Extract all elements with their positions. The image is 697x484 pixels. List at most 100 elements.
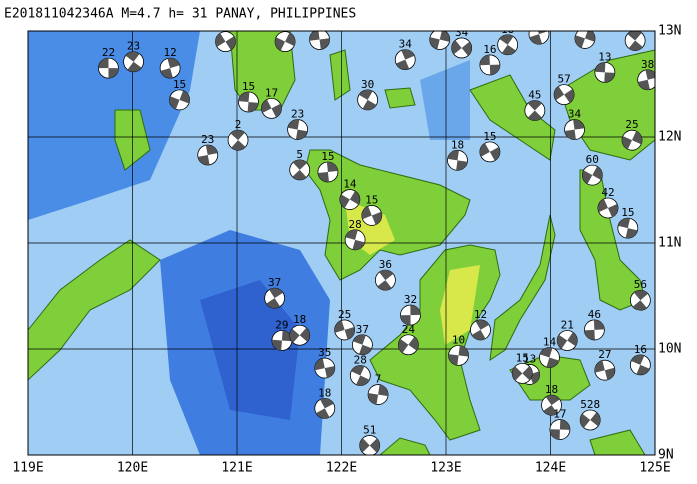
depth-label: 7 [375, 373, 382, 386]
beachball [197, 144, 219, 166]
beachball [349, 365, 371, 386]
compression-quadrant [197, 145, 218, 165]
beachball [594, 359, 616, 381]
lon-tick-label: 122E [326, 461, 357, 476]
depth-label: 46 [588, 308, 601, 321]
compression-quadrant [479, 54, 500, 75]
beachball [400, 304, 421, 326]
compression-quadrant [594, 360, 615, 380]
compression-quadrant [266, 288, 283, 309]
beachball [597, 197, 619, 219]
depth-label: 15 [242, 80, 255, 93]
compression-quadrant [429, 31, 450, 50]
depth-label: 15 [365, 193, 378, 206]
beachball [574, 31, 596, 49]
lon-tick-label: 119E [12, 461, 43, 476]
beachball [169, 89, 190, 111]
depth-label: 268 [625, 19, 645, 32]
depth-label: 13 [523, 352, 536, 365]
depth-label: 56 [634, 278, 647, 291]
lon-tick-label: 124E [535, 461, 566, 476]
beachball [479, 141, 501, 163]
depth-label: 72 [219, 20, 232, 33]
deep-sea [28, 31, 200, 220]
depth-label: 38 [641, 58, 654, 71]
beachball [397, 334, 419, 356]
depth-label: 60 [586, 153, 599, 166]
depth-label: 112 [575, 16, 595, 29]
lat-tick-label: 9N [658, 448, 674, 463]
beachball [511, 362, 533, 384]
depth-label: 2 [235, 118, 242, 131]
depth-label: 12 [163, 46, 176, 59]
beachball [451, 37, 473, 59]
beachball [528, 31, 550, 45]
beachball [539, 347, 560, 368]
compression-quadrant [637, 69, 655, 90]
compression-quadrant [400, 305, 421, 326]
compression-quadrant [451, 40, 472, 56]
depth-label: 25 [625, 118, 638, 131]
beachball [159, 57, 181, 79]
beachball [359, 435, 381, 455]
depth-label: 19 [433, 17, 446, 30]
beachball [553, 84, 575, 105]
compression-quadrant [238, 92, 259, 113]
title: E201811042346A M=4.7 h= 31 PANAY, PHILIP… [4, 7, 356, 22]
beachball [629, 289, 651, 311]
beachball [357, 89, 379, 111]
compression-quadrant [471, 319, 490, 340]
beachball [621, 129, 643, 151]
beachball [215, 31, 236, 52]
beachball [429, 31, 451, 50]
depth-label: 17 [265, 86, 278, 99]
depth-label: 15 [321, 150, 334, 163]
beachball [309, 31, 330, 50]
beachball [617, 217, 639, 239]
beachball [314, 397, 336, 419]
depth-label: 15 [483, 130, 496, 143]
beachball [549, 419, 571, 440]
compression-quadrant [98, 58, 119, 79]
lat-tick-label: 10N [658, 342, 681, 357]
depth-label: 34 [455, 26, 469, 39]
beachball [271, 330, 293, 351]
compression-quadrant [618, 218, 638, 239]
lat-tick-label: 12N [658, 130, 681, 145]
depth-label: 5 [296, 148, 303, 161]
compression-quadrant [359, 438, 380, 453]
lon-tick-label: 123E [430, 461, 461, 476]
compression-quadrant [554, 86, 575, 103]
beachball [334, 319, 356, 341]
depth-label: 17 [553, 408, 566, 421]
beachball [344, 229, 366, 251]
island [469, 74, 556, 161]
beachball [264, 287, 286, 309]
compression-quadrant [622, 131, 642, 150]
beachball [261, 97, 282, 119]
depth-label: 10 [452, 333, 465, 346]
compression-quadrant [557, 332, 578, 349]
compression-quadrant [549, 419, 570, 440]
lon-tick-label: 121E [221, 461, 252, 476]
lon-tick-label: 120E [117, 461, 148, 476]
depth-label: 24 [402, 323, 416, 336]
beachball [470, 319, 491, 341]
depth-label: 21 [561, 319, 574, 332]
island [28, 239, 161, 381]
compression-quadrant [580, 412, 601, 428]
depth-label: 34 [568, 108, 582, 121]
compression-quadrant [479, 143, 500, 161]
depth-label: 57 [557, 73, 570, 86]
compression-quadrant [160, 58, 180, 79]
beachball [583, 319, 605, 341]
compression-quadrant [334, 320, 355, 340]
compression-quadrant [292, 159, 307, 180]
depth-label: 34 [399, 38, 413, 51]
depth-label: 15 [173, 78, 186, 91]
compression-quadrant [309, 31, 330, 50]
compression-quadrant [627, 31, 643, 51]
depth-label: 14 [343, 178, 357, 191]
lat-tick-label: 13N [658, 24, 681, 39]
